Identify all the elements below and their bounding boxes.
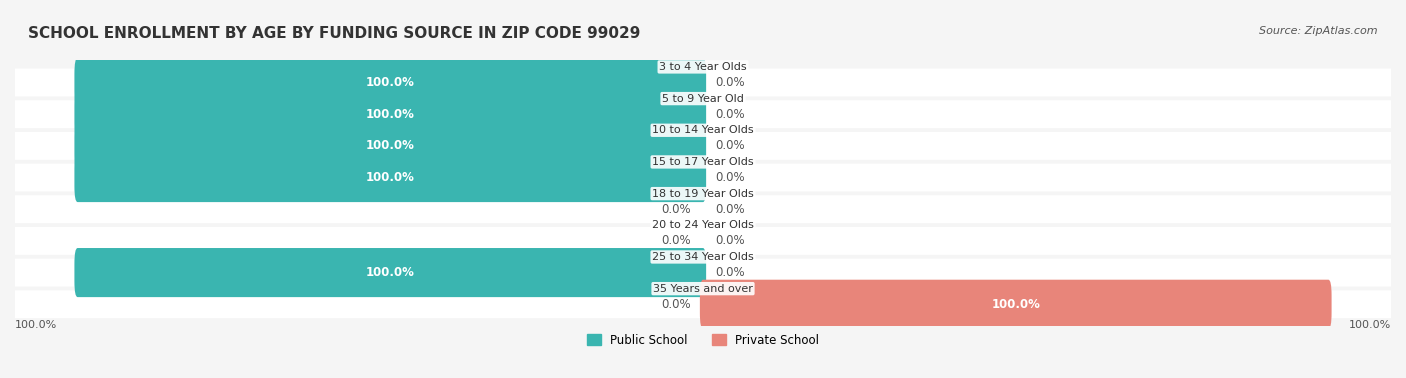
Text: 0.0%: 0.0% (716, 266, 745, 279)
Text: 0.0%: 0.0% (716, 171, 745, 184)
Text: 10 to 14 Year Olds: 10 to 14 Year Olds (652, 125, 754, 135)
Text: 100.0%: 100.0% (366, 171, 415, 184)
Text: 0.0%: 0.0% (716, 108, 745, 121)
FancyBboxPatch shape (75, 90, 706, 139)
Text: Source: ZipAtlas.com: Source: ZipAtlas.com (1260, 26, 1378, 36)
Text: 0.0%: 0.0% (716, 203, 745, 216)
FancyBboxPatch shape (15, 195, 1391, 223)
FancyBboxPatch shape (75, 153, 706, 202)
Text: 0.0%: 0.0% (661, 298, 690, 311)
FancyBboxPatch shape (15, 259, 1391, 287)
Text: 100.0%: 100.0% (366, 76, 415, 89)
Text: 100.0%: 100.0% (991, 298, 1040, 311)
Text: 25 to 34 Year Olds: 25 to 34 Year Olds (652, 252, 754, 262)
Text: 0.0%: 0.0% (661, 234, 690, 247)
Text: 3 to 4 Year Olds: 3 to 4 Year Olds (659, 62, 747, 72)
FancyBboxPatch shape (15, 132, 1391, 160)
FancyBboxPatch shape (15, 227, 1391, 255)
Text: 35 Years and over: 35 Years and over (652, 284, 754, 294)
Text: 0.0%: 0.0% (716, 76, 745, 89)
Text: 5 to 9 Year Old: 5 to 9 Year Old (662, 94, 744, 104)
Text: 100.0%: 100.0% (366, 139, 415, 152)
Text: 0.0%: 0.0% (661, 203, 690, 216)
FancyBboxPatch shape (75, 121, 706, 170)
Text: 0.0%: 0.0% (716, 234, 745, 247)
Text: 100.0%: 100.0% (366, 108, 415, 121)
FancyBboxPatch shape (15, 164, 1391, 192)
Text: 100.0%: 100.0% (366, 266, 415, 279)
FancyBboxPatch shape (75, 248, 706, 297)
FancyBboxPatch shape (15, 290, 1391, 318)
FancyBboxPatch shape (15, 100, 1391, 128)
FancyBboxPatch shape (700, 280, 1331, 329)
FancyBboxPatch shape (15, 68, 1391, 96)
Text: 15 to 17 Year Olds: 15 to 17 Year Olds (652, 157, 754, 167)
Text: 100.0%: 100.0% (15, 320, 58, 330)
Text: SCHOOL ENROLLMENT BY AGE BY FUNDING SOURCE IN ZIP CODE 99029: SCHOOL ENROLLMENT BY AGE BY FUNDING SOUR… (28, 26, 641, 42)
Text: 20 to 24 Year Olds: 20 to 24 Year Olds (652, 220, 754, 230)
Legend: Public School, Private School: Public School, Private School (581, 328, 825, 352)
Text: 0.0%: 0.0% (716, 139, 745, 152)
FancyBboxPatch shape (75, 58, 706, 107)
Text: 100.0%: 100.0% (1348, 320, 1391, 330)
Text: 18 to 19 Year Olds: 18 to 19 Year Olds (652, 189, 754, 198)
